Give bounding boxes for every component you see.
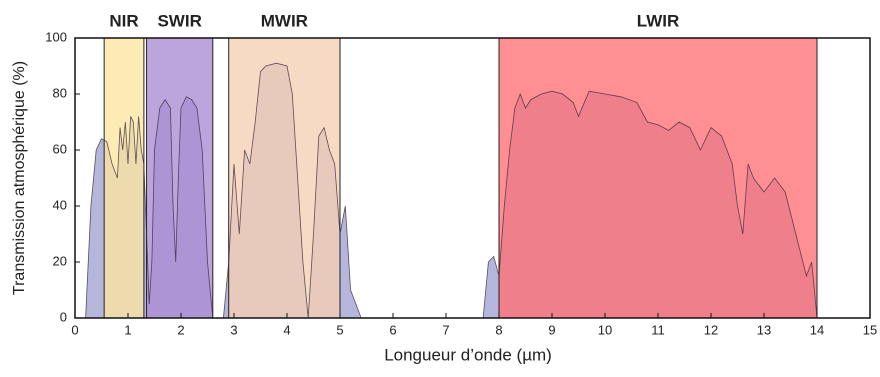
x-tick-label: 10	[598, 322, 612, 337]
band-label: MWIR	[261, 11, 308, 30]
x-tick-label: 13	[757, 322, 771, 337]
band-label: NIR	[109, 11, 138, 30]
x-tick-label: 2	[177, 322, 184, 337]
y-tick-label: 80	[53, 85, 67, 100]
y-tick-label: 20	[53, 253, 67, 268]
y-tick-label: 0	[60, 309, 67, 324]
x-tick-label: 11	[651, 322, 665, 337]
x-tick-label: 15	[863, 322, 877, 337]
x-tick-label: 3	[230, 322, 237, 337]
x-axis-label: Longueur d’onde (µm)	[384, 345, 552, 364]
x-tick-label: 14	[810, 322, 824, 337]
x-tick-label: 7	[442, 322, 449, 337]
band	[498, 37, 818, 319]
y-tick-label: 100	[45, 29, 67, 44]
plot-frame	[74, 37, 871, 319]
x-tick-label: 12	[704, 322, 718, 337]
band	[228, 37, 341, 319]
band-label: LWIR	[637, 11, 680, 30]
y-axis-label: Transmission atmosphérique (%)	[11, 61, 28, 295]
x-tick-label: 4	[283, 322, 290, 337]
y-tick-label: 40	[53, 197, 67, 212]
band	[103, 37, 145, 319]
x-tick-label: 0	[71, 322, 78, 337]
x-tick-label: 8	[495, 322, 502, 337]
band	[146, 37, 214, 319]
x-tick-label: 5	[336, 322, 343, 337]
x-tick-label: 9	[548, 322, 555, 337]
x-tick-label: 1	[124, 322, 131, 337]
band-label: SWIR	[157, 11, 201, 30]
x-tick-label: 6	[389, 322, 396, 337]
y-tick-label: 60	[53, 141, 67, 156]
